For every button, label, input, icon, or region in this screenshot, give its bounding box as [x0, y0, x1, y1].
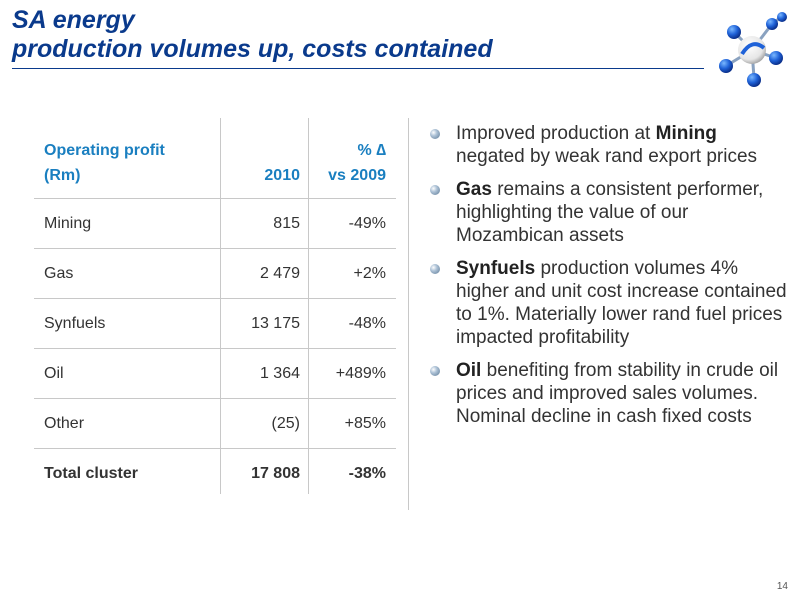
slide-title-line1: SA energy — [12, 6, 135, 34]
table-row: Other (25) +85% — [34, 399, 396, 449]
header-2010: 2010 — [264, 167, 300, 184]
bullet-bold: Gas — [456, 179, 492, 200]
bullet-bold: Oil — [456, 360, 482, 381]
bullet-text: production volumes 4% higher and unit co… — [456, 258, 787, 348]
row-value: (25) — [271, 414, 300, 432]
bullet-dot-icon — [430, 185, 440, 195]
row-name: Gas — [44, 264, 74, 282]
header-change: % ∆ vs 2009 — [310, 118, 386, 198]
bullet-list: Improved production at Mining negated by… — [430, 122, 790, 438]
bullet-bold: Mining — [655, 123, 717, 144]
bullet-item: Gas remains a consistent performer, high… — [430, 178, 790, 247]
page-number: 14 — [776, 581, 788, 592]
slide-title: SA energy production volumes up, costs c… — [12, 6, 493, 64]
bullet-text: negated by weak rand export prices — [456, 146, 758, 167]
total-name: Total cluster — [44, 464, 138, 482]
table-column-divider — [220, 118, 221, 494]
header-operating-profit: Operating profit (Rm) — [44, 118, 224, 198]
header-col3-line2: vs 2009 — [328, 167, 386, 184]
row-change: +489% — [335, 364, 386, 382]
row-value: 13 175 — [251, 314, 300, 332]
table-total-row: Total cluster 17 808 -38% — [34, 449, 396, 498]
header-col1-line2: (Rm) — [44, 167, 81, 184]
bullet-item: Improved production at Mining negated by… — [430, 122, 790, 168]
bullet-item: Oil benefiting from stability in crude o… — [430, 359, 790, 428]
table-header-row: Operating profit (Rm) 2010 % ∆ vs 2009 — [34, 118, 396, 199]
bullet-dot-icon — [430, 366, 440, 376]
row-change: -49% — [348, 214, 386, 232]
total-value: 17 808 — [251, 464, 300, 482]
row-change: -48% — [348, 314, 386, 332]
bullet-text: Improved production at — [456, 123, 656, 144]
row-change: +2% — [353, 264, 386, 282]
operating-profit-table: Operating profit (Rm) 2010 % ∆ vs 2009 M… — [34, 118, 396, 498]
row-name: Mining — [44, 214, 92, 232]
bullet-item: Synfuels production volumes 4% higher an… — [430, 257, 790, 349]
molecule-logo-icon — [719, 12, 787, 87]
total-change: -38% — [348, 464, 386, 482]
title-underline — [12, 68, 704, 69]
table-row: Mining 815 -49% — [34, 199, 396, 249]
content-divider — [408, 118, 409, 510]
table-row: Gas 2 479 +2% — [34, 249, 396, 299]
row-name: Oil — [44, 364, 64, 382]
row-value: 1 364 — [259, 364, 300, 382]
row-name: Other — [44, 414, 85, 432]
row-value: 2 479 — [259, 264, 300, 282]
row-name: Synfuels — [44, 314, 106, 332]
row-change: +85% — [344, 414, 386, 432]
row-value: 815 — [273, 214, 300, 232]
bullet-text: remains a consistent performer, highligh… — [456, 179, 764, 246]
slide-title-line2: production volumes up, costs contained — [12, 35, 493, 63]
bullet-dot-icon — [430, 264, 440, 274]
bullet-dot-icon — [430, 129, 440, 139]
table-row: Oil 1 364 +489% — [34, 349, 396, 399]
bullet-bold: Synfuels — [456, 258, 536, 279]
header-col3-line1: % ∆ — [357, 142, 386, 159]
header-col1-line1: Operating profit — [44, 142, 165, 159]
table-row: Synfuels 13 175 -48% — [34, 299, 396, 349]
bullet-text: benefiting from stability in crude oil p… — [456, 360, 779, 427]
table-column-divider — [308, 118, 309, 494]
